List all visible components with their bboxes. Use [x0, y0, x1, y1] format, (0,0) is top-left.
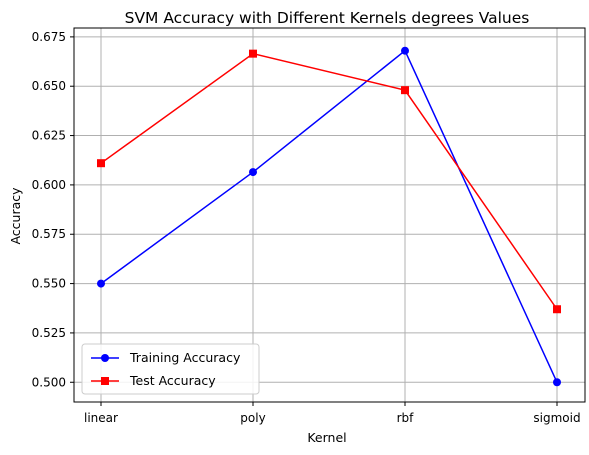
legend: Training Accuracy Test Accuracy [81, 343, 260, 395]
tick-labels: linear poly rbf sigmoid 0.500 0.525 0.550 0.575… [32, 30, 581, 425]
x-tick-label: poly [240, 411, 265, 425]
chart-title: SVM Accuracy with Different Kernels degr… [125, 9, 530, 27]
plot-frame [73, 27, 586, 403]
legend-box [81, 343, 260, 395]
y-tick-label: 0.550 [32, 277, 66, 291]
test-accuracy-point [249, 49, 257, 58]
y-tick-label: 0.500 [32, 375, 66, 389]
legend-label-training: Training Accuracy [129, 350, 241, 365]
y-tick-label: 0.675 [32, 30, 66, 44]
y-tick-label: 0.600 [32, 178, 66, 192]
y-tick-label: 0.650 [32, 79, 66, 93]
x-tick-label: linear [84, 411, 118, 425]
training-accuracy-point [553, 378, 561, 387]
y-tick-label: 0.575 [32, 227, 66, 241]
x-tick-label: sigmoid [533, 411, 580, 425]
test-accuracy-point [401, 86, 409, 95]
test-accuracy-line [100, 52, 558, 310]
y-axis-label: Accuracy [8, 187, 23, 245]
legend-marker-test [101, 377, 109, 385]
test-accuracy-point [553, 305, 561, 314]
y-tick-label: 0.525 [32, 326, 66, 340]
y-tick-label: 0.625 [32, 129, 66, 143]
legend-marker-training [101, 354, 109, 362]
x-axis-label: Kernel [307, 430, 346, 445]
tick-marks [70, 36, 558, 406]
training-accuracy-point [401, 46, 409, 55]
legend-label-test: Test Accuracy [129, 373, 216, 388]
x-tick-label: rbf [397, 411, 415, 425]
test-accuracy-point [97, 159, 105, 168]
training-accuracy-line [100, 49, 558, 383]
training-accuracy-point [97, 279, 105, 288]
training-accuracy-point [249, 168, 257, 177]
series [97, 46, 561, 387]
